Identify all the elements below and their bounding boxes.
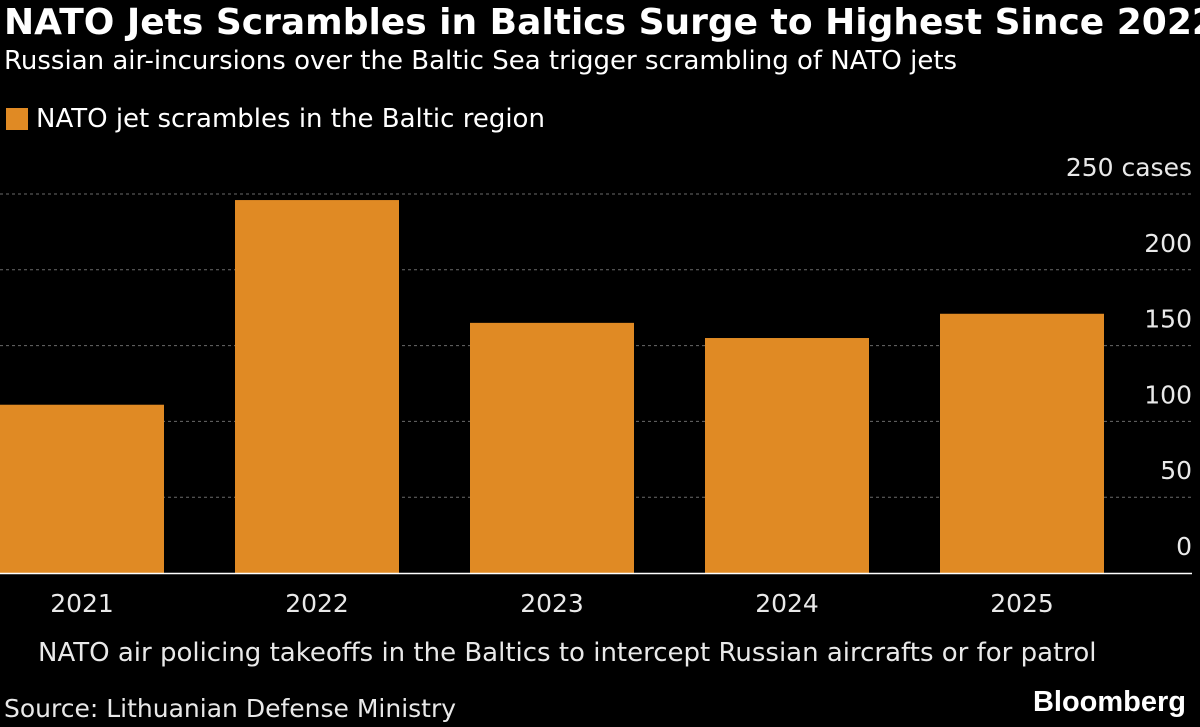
chart-title: NATO Jets Scrambles in Baltics Surge to … [4, 2, 1200, 43]
y-tick-label: 0 [1176, 532, 1192, 561]
legend: NATO jet scrambles in the Baltic region [6, 104, 545, 134]
chart-subtitle: Russian air-incursions over the Baltic S… [4, 46, 958, 76]
y-tick-label: 250 cases [1066, 153, 1192, 182]
bar-2025 [940, 313, 1104, 573]
source-note: Source: Lithuanian Defense Ministry [4, 694, 457, 723]
legend-label: NATO jet scrambles in the Baltic region [36, 104, 545, 134]
y-tick-label: 50 [1160, 456, 1192, 485]
footnote: NATO air policing takeoffs in the Baltic… [38, 638, 1097, 668]
y-tick-label: 150 [1144, 305, 1192, 334]
bar-2024 [705, 338, 869, 573]
x-tick-label: 2023 [520, 589, 584, 618]
y-tick-label: 200 [1144, 229, 1192, 258]
x-tick-label: 2025 [990, 589, 1054, 618]
bar-2022 [235, 200, 399, 573]
bar-2021 [0, 404, 164, 573]
legend-swatch [6, 108, 28, 130]
bloomberg-logo: Bloomberg [1032, 686, 1186, 718]
y-tick-label: 100 [1144, 380, 1192, 409]
x-tick-label: 2022 [285, 589, 349, 618]
x-tick-label: 2024 [755, 589, 819, 618]
x-tick-label: 2021 [50, 589, 114, 618]
bar-2023 [470, 322, 634, 573]
